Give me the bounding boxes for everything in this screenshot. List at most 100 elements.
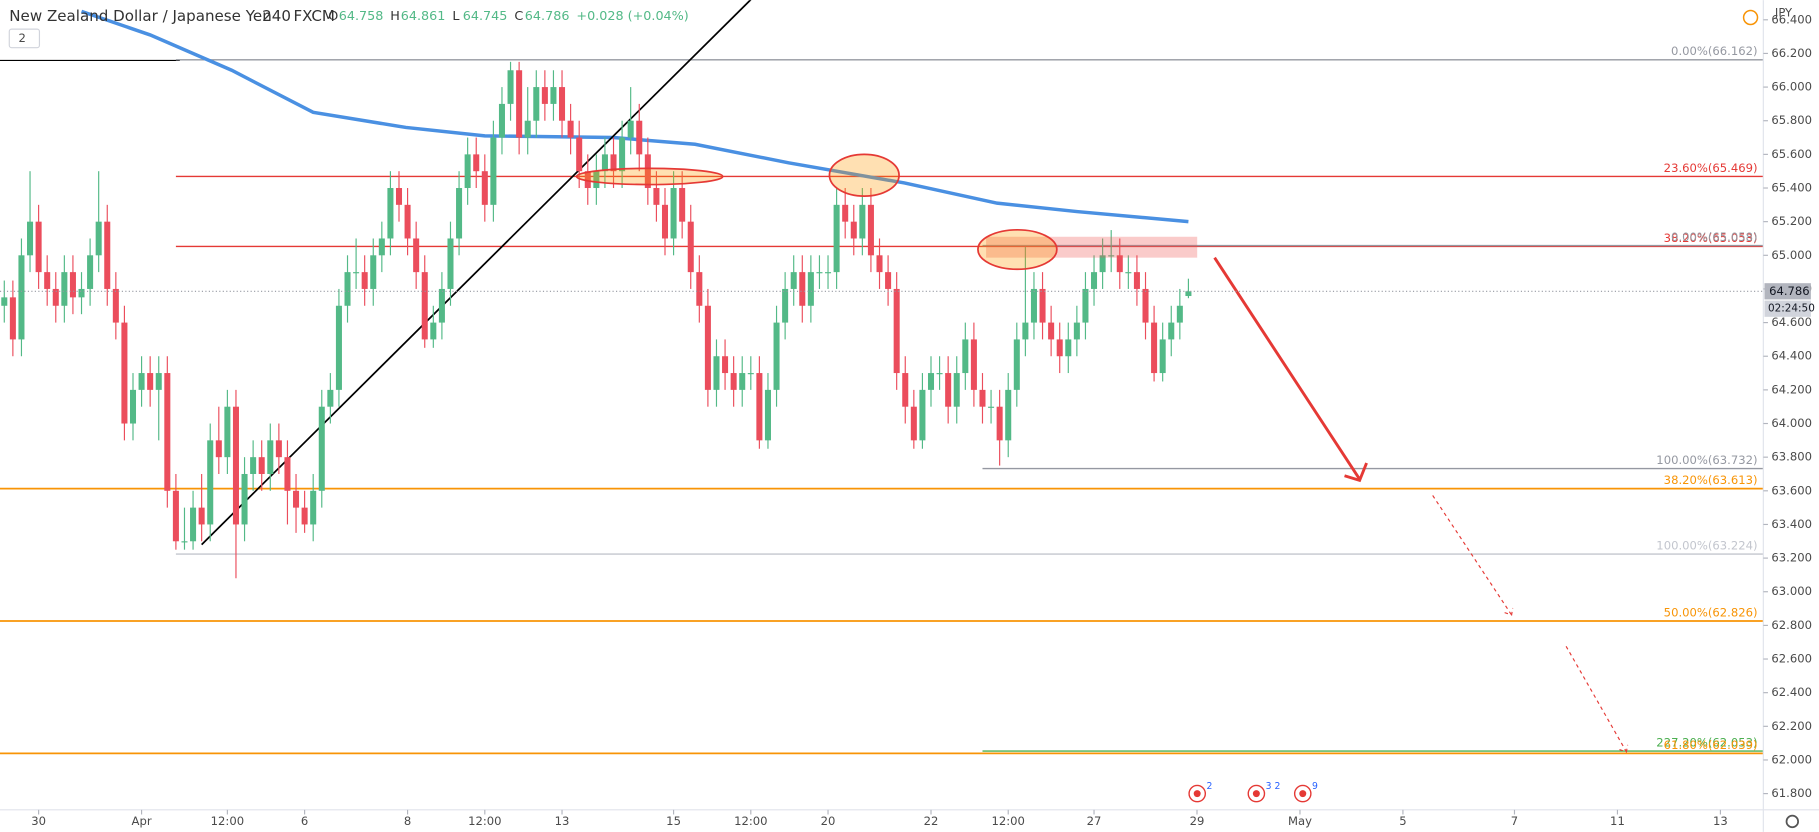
candle-body (619, 137, 626, 172)
fib-label: 0.00%(65.058) (1671, 230, 1757, 244)
forecast-arrow (1213, 256, 1368, 483)
candle-body (696, 272, 703, 306)
x-tick-label: 12:00 (211, 814, 244, 828)
candle-body (842, 204, 849, 222)
candle-body (447, 238, 454, 289)
candle-body (481, 171, 488, 205)
candle-body (516, 70, 523, 138)
candle-body (232, 406, 239, 525)
ohlc-label: L (452, 9, 460, 24)
candle-body (567, 120, 574, 138)
candle-body (1082, 288, 1089, 323)
countdown: 02:24:50 (1768, 303, 1815, 315)
fib-label: 61.80%(62.039) (1664, 738, 1758, 752)
y-tick-label: 63.800 (1771, 450, 1812, 464)
ohlc-label: O (328, 9, 338, 24)
candle-body (138, 373, 145, 390)
candle-body (1065, 339, 1072, 357)
candle-body (490, 137, 497, 205)
y-tick-label: 64.000 (1771, 416, 1812, 430)
candle-body (970, 339, 977, 390)
candle-body (1073, 322, 1080, 340)
candle-body (378, 238, 385, 256)
annotations (575, 153, 1629, 753)
candle-body (936, 373, 943, 375)
trendline (201, 0, 752, 546)
y-tick-label: 64.400 (1771, 349, 1812, 363)
candle-body (584, 171, 591, 189)
settings-icon[interactable] (1785, 814, 1799, 829)
candle-body (1091, 272, 1098, 289)
candle-body (207, 440, 214, 525)
candle-body (1133, 272, 1140, 289)
candle-body (996, 406, 1003, 441)
candle-body (1056, 339, 1063, 357)
candle-body (722, 356, 729, 374)
candle-body (747, 373, 754, 375)
candle-body (945, 373, 952, 407)
candle-body (559, 87, 566, 121)
event-dot (1193, 790, 1201, 798)
candle-body (644, 154, 651, 189)
candle-body (95, 221, 102, 256)
ohlc-value: 64.786 (525, 9, 570, 24)
fib-label: 100.00%(63.224) (1656, 538, 1757, 552)
candle-body (867, 204, 874, 256)
x-tick-label: Apr (132, 814, 152, 828)
candle-body (112, 288, 119, 323)
candle-body (1048, 322, 1055, 340)
candle-body (507, 70, 514, 104)
candle-body (241, 473, 248, 525)
candle-body (550, 87, 557, 104)
candle-body (739, 373, 746, 390)
candle-body (190, 507, 197, 542)
candle-body (850, 221, 857, 239)
candle-body (498, 103, 505, 138)
fib-label: 38.20%(65.053) (1664, 231, 1758, 245)
y-tick-label: 62.800 (1771, 618, 1812, 632)
x-tick-label: 29 (1190, 814, 1205, 828)
x-tick-label: 20 (821, 814, 836, 828)
y-tick-label: 63.000 (1771, 584, 1812, 598)
y-tick-label: 62.400 (1771, 685, 1812, 699)
candle-body (87, 255, 94, 289)
x-tick-label: 11 (1610, 814, 1625, 828)
candle-body (147, 373, 154, 390)
candle-body (52, 288, 59, 306)
candle-body (327, 389, 334, 407)
highlight-ellipse (977, 228, 1058, 271)
candle-body (1176, 305, 1183, 323)
indicator-toggle[interactable] (8, 28, 41, 49)
candle-body (69, 272, 76, 298)
candle-body (353, 272, 360, 274)
y-tick-label: 66.200 (1771, 46, 1812, 60)
y-tick-label: 65.200 (1771, 214, 1812, 228)
alert-icon[interactable] (1742, 9, 1759, 26)
candle-body (155, 373, 162, 390)
x-tick-label: 12:00 (734, 814, 767, 828)
candle-body (404, 204, 411, 239)
plot-area: 0.00%(66.162) 23.60%(65.469) 38.20%(65.053… (0, 0, 1764, 755)
candle-body (1039, 288, 1046, 323)
candle-body (962, 339, 969, 374)
candle-body (438, 288, 445, 323)
candle-body (953, 373, 960, 407)
candle-body (1185, 291, 1192, 297)
y-tick-label: 63.600 (1771, 483, 1812, 497)
event-count: 2 (1206, 781, 1212, 792)
candle-body (395, 188, 403, 205)
candle-body (661, 204, 669, 239)
event-dot (1299, 790, 1307, 798)
candle-body (387, 188, 394, 239)
y-tick-label: 64.200 (1771, 382, 1812, 396)
source: FXCM (293, 7, 334, 25)
candle-body (1151, 322, 1158, 374)
candle-body (456, 188, 463, 239)
change: +0.028 (+0.04%) (576, 9, 688, 24)
price-tag (1764, 283, 1811, 300)
candle-body (730, 373, 737, 390)
candle-body (807, 272, 814, 306)
candle-body (129, 389, 137, 424)
fib-label: 0.00%(66.162) (1671, 44, 1757, 58)
y-tick-label: 63.200 (1771, 551, 1812, 565)
